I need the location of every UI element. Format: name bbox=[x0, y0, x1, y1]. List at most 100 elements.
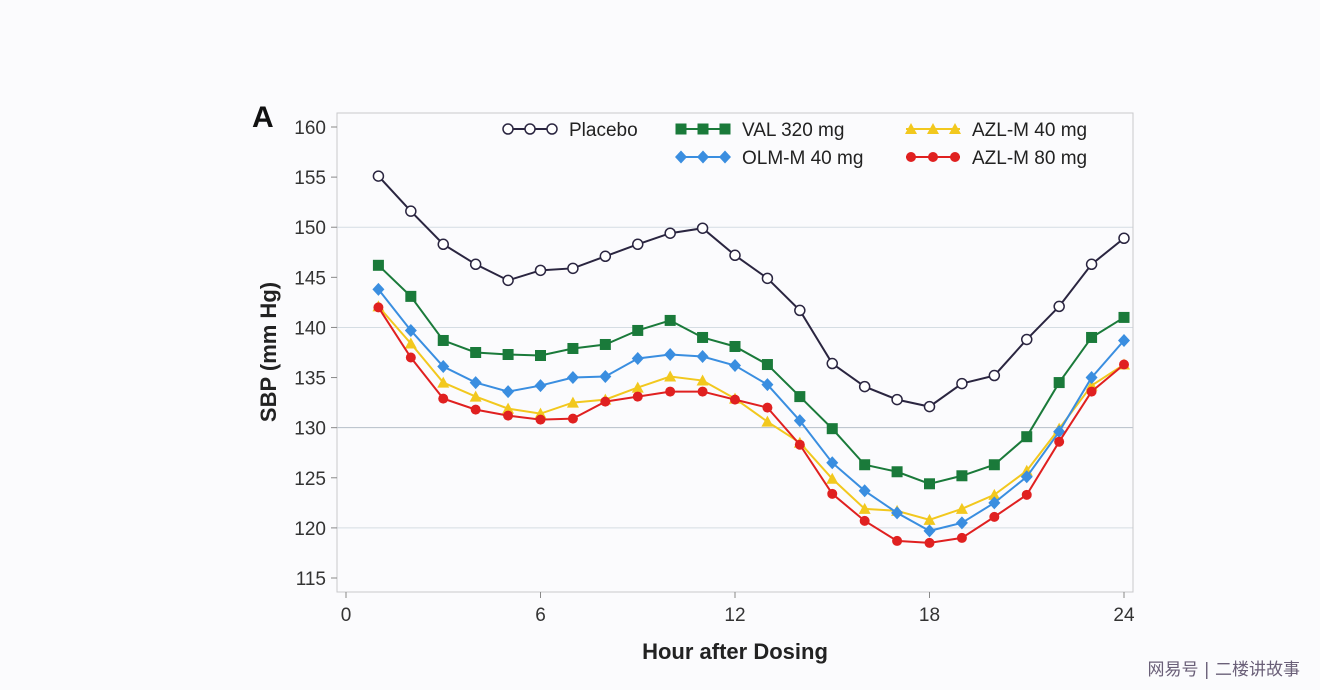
data-point bbox=[988, 488, 1001, 500]
data-point bbox=[469, 376, 482, 390]
data-point bbox=[859, 515, 870, 526]
legend-marker bbox=[675, 150, 687, 164]
data-point bbox=[469, 390, 482, 402]
data-point bbox=[1119, 359, 1129, 370]
data-point bbox=[1086, 386, 1097, 397]
x-tick-label: 6 bbox=[535, 605, 546, 626]
series-line bbox=[377, 288, 1125, 532]
y-tick-label: 145 bbox=[294, 268, 326, 289]
y-tick-label: 130 bbox=[294, 419, 326, 440]
data-point bbox=[372, 259, 384, 271]
data-point bbox=[1054, 436, 1065, 447]
data-point bbox=[794, 391, 806, 403]
data-point bbox=[923, 400, 936, 413]
data-point bbox=[404, 323, 417, 337]
data-point bbox=[956, 377, 968, 390]
data-point bbox=[761, 378, 774, 392]
series-olm-m-40-mg bbox=[372, 282, 1130, 538]
legend-item: AZL-M 80 mg bbox=[906, 148, 1087, 169]
data-point bbox=[761, 272, 774, 285]
data-point bbox=[826, 357, 838, 370]
x-tick-label: 0 bbox=[341, 605, 352, 626]
data-point bbox=[566, 396, 579, 408]
data-point bbox=[826, 472, 839, 484]
data-point bbox=[437, 360, 450, 374]
data-point bbox=[502, 402, 515, 414]
data-point bbox=[1021, 333, 1033, 346]
data-point bbox=[1053, 300, 1065, 313]
legend-marker bbox=[928, 152, 938, 162]
data-point bbox=[729, 359, 741, 373]
watermark: 网易号 | 二楼讲故事 bbox=[1147, 660, 1300, 680]
legend-item: VAL 320 mg bbox=[675, 120, 844, 141]
legend-marker bbox=[697, 123, 709, 135]
gridlines bbox=[337, 226, 1133, 529]
data-point bbox=[762, 402, 773, 413]
data-point bbox=[988, 496, 1001, 510]
data-point bbox=[891, 393, 903, 406]
legend-marker bbox=[927, 123, 939, 134]
legend-marker bbox=[697, 150, 709, 164]
series-val-320-mg bbox=[372, 259, 1130, 490]
data-point bbox=[470, 404, 481, 415]
legend-label: AZL-M 80 mg bbox=[972, 148, 1087, 169]
data-point bbox=[502, 385, 515, 399]
data-point bbox=[1021, 489, 1032, 500]
data-point bbox=[988, 369, 1001, 382]
data-point bbox=[891, 466, 903, 478]
data-point bbox=[470, 347, 482, 358]
data-point bbox=[664, 370, 677, 382]
data-point bbox=[730, 394, 740, 405]
data-point bbox=[729, 340, 741, 352]
data-point bbox=[438, 393, 449, 404]
data-point bbox=[923, 524, 936, 538]
data-point bbox=[534, 379, 547, 393]
data-point bbox=[729, 249, 741, 262]
data-point bbox=[599, 370, 612, 384]
data-point bbox=[924, 478, 935, 490]
data-point bbox=[373, 302, 384, 313]
data-point bbox=[826, 456, 839, 470]
data-point bbox=[632, 238, 644, 251]
x-axis-label: Hour after Dosing bbox=[642, 639, 828, 664]
data-point bbox=[793, 414, 806, 428]
data-point bbox=[535, 350, 546, 362]
data-point bbox=[1053, 377, 1065, 389]
data-point bbox=[664, 227, 676, 239]
data-point bbox=[859, 459, 871, 471]
data-point bbox=[955, 502, 968, 514]
data-point bbox=[858, 502, 871, 514]
data-point bbox=[827, 488, 838, 499]
x-tick-label: 18 bbox=[919, 605, 940, 626]
x-tick-label: 24 bbox=[1113, 605, 1135, 626]
series-line bbox=[377, 175, 1125, 408]
data-point bbox=[1020, 470, 1033, 484]
y-tick-label: 120 bbox=[294, 519, 326, 540]
data-point bbox=[566, 371, 579, 385]
data-point bbox=[858, 484, 871, 498]
legend-label: Placebo bbox=[569, 120, 638, 141]
data-point bbox=[892, 535, 903, 546]
axis-ticks: 115 120 125 130 135 140 145 150 155 160 0 6 12 18 24 bbox=[294, 118, 1135, 626]
legend-marker bbox=[719, 123, 731, 135]
data-point bbox=[761, 359, 773, 371]
data-point bbox=[631, 352, 644, 366]
legend-marker bbox=[502, 123, 514, 135]
legend-item: Placebo bbox=[502, 120, 638, 141]
data-point bbox=[599, 338, 611, 350]
x-tick-label: 12 bbox=[724, 605, 745, 626]
data-point bbox=[664, 314, 676, 326]
data-point bbox=[372, 282, 385, 296]
data-point bbox=[955, 516, 968, 530]
y-tick-label: 140 bbox=[294, 318, 326, 339]
data-point bbox=[632, 324, 644, 336]
data-point bbox=[988, 459, 1000, 471]
y-tick-label: 160 bbox=[294, 118, 326, 139]
data-point bbox=[1085, 258, 1098, 271]
data-point bbox=[696, 350, 709, 364]
data-point bbox=[697, 331, 709, 343]
legend-label: AZL-M 40 mg bbox=[972, 120, 1087, 141]
data-point bbox=[631, 381, 644, 393]
data-point bbox=[404, 337, 417, 349]
data-point bbox=[567, 342, 579, 354]
